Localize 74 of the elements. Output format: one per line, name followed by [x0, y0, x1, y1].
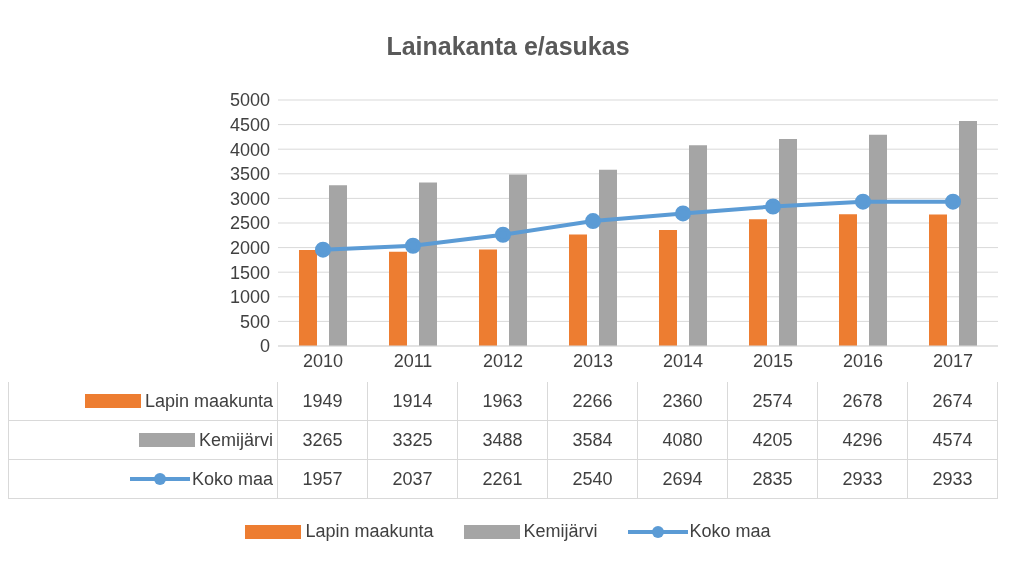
x-tick-label: 2014 [662, 350, 704, 371]
point [765, 198, 781, 215]
data-label: 2933 [818, 460, 908, 499]
data-label: 3325 [368, 421, 458, 460]
data-label: 1957 [278, 460, 368, 499]
text: Kemijärvi [523, 521, 598, 541]
point [495, 226, 511, 243]
y-tick-label: 0 [259, 336, 270, 357]
data-label: 2266 [548, 382, 638, 421]
data-label: 4296 [818, 421, 908, 460]
data-label: 2835 [728, 460, 818, 499]
x-tick-label: 2016 [842, 350, 884, 371]
y-tick-label: 1000 [229, 287, 270, 308]
data-label: 4574 [908, 421, 998, 460]
x-tick-label: 2011 [393, 350, 433, 371]
data-label: 2360 [638, 382, 728, 421]
legend-label: Lapin maakunta [144, 390, 273, 412]
y-tick-label: 3000 [229, 188, 270, 209]
bar [389, 251, 407, 346]
bar [419, 182, 437, 346]
x-tick-label: 2012 [482, 350, 524, 371]
data-label: 2037 [368, 460, 458, 499]
data-label: 3488 [458, 421, 548, 460]
data-label: 2674 [908, 382, 998, 421]
data-label: 1963 [458, 382, 548, 421]
x-tick-label: 2013 [572, 350, 614, 371]
data-label: 2694 [638, 460, 728, 499]
x-tick-label: 2017 [932, 350, 974, 371]
x-tick-label: 2015 [752, 350, 794, 371]
point [585, 213, 601, 230]
point [405, 237, 421, 254]
legend-label: Koko maa [191, 468, 273, 490]
data-label: 2574 [728, 382, 818, 421]
text: Koko maa [689, 521, 771, 541]
y-tick-label: 2500 [229, 213, 270, 234]
data-label: 2540 [548, 460, 638, 499]
bar [329, 185, 347, 346]
data-label: 4205 [728, 421, 818, 460]
bar [479, 249, 497, 346]
data-label: 1949 [278, 382, 368, 421]
y-tick-label: 1500 [229, 262, 270, 283]
point [675, 205, 691, 222]
bar [599, 169, 617, 346]
y-tick-label: 2000 [229, 237, 270, 258]
data-label: 4080 [638, 421, 728, 460]
y-tick-label: 500 [239, 311, 270, 332]
chart-title: Lainakanta e/asukas [385, 31, 631, 62]
y-tick-label: 5000 [229, 90, 270, 111]
point [945, 193, 961, 210]
bar [659, 229, 677, 346]
data-label: 3265 [278, 421, 368, 460]
bar [299, 250, 317, 346]
bar [839, 214, 857, 346]
point [855, 193, 871, 210]
text: Lapin maakunta [305, 521, 434, 541]
bar [779, 139, 797, 346]
data-label: 1914 [368, 382, 458, 421]
x-tick-label: 2010 [302, 350, 344, 371]
y-tick-label: 4500 [229, 114, 270, 135]
data-label: 2261 [458, 460, 548, 499]
bar [929, 214, 947, 346]
bar [959, 120, 977, 346]
data-label: 2933 [908, 460, 998, 499]
bar [749, 219, 767, 346]
data-label: 2678 [818, 382, 908, 421]
bar [509, 174, 527, 346]
y-tick-label: 3500 [229, 164, 270, 185]
bar [569, 234, 587, 346]
bar [689, 145, 707, 346]
y-tick-label: 4000 [229, 139, 270, 160]
bar [869, 134, 887, 346]
data-label: 3584 [548, 421, 638, 460]
point [315, 241, 331, 258]
legend-label: Kemijärvi [198, 429, 273, 451]
